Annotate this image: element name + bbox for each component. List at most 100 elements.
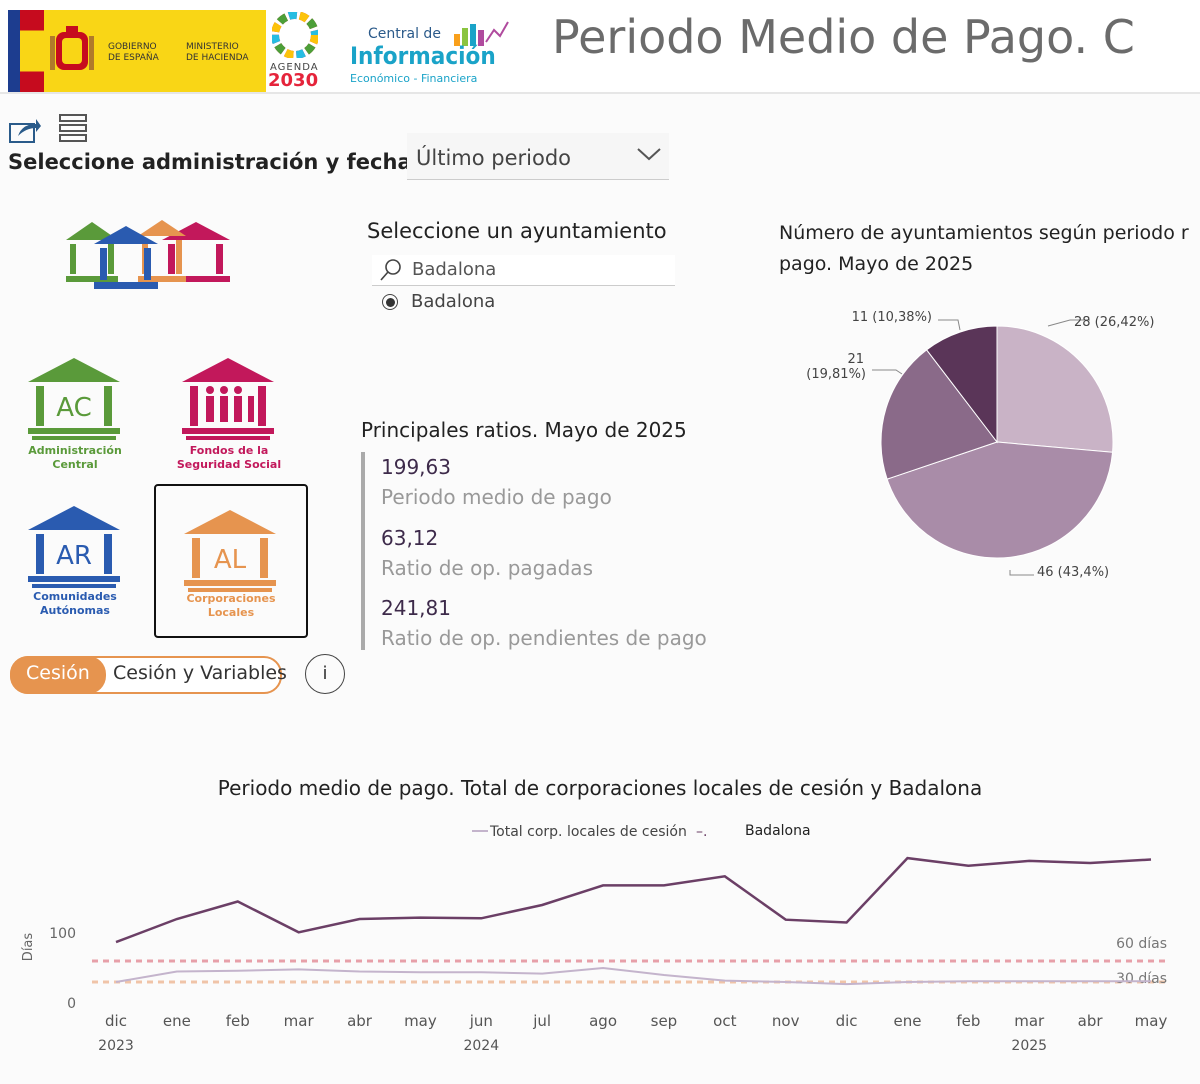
- toggle-cesion-option[interactable]: [10, 656, 106, 694]
- pie-leader-line: [872, 369, 903, 375]
- line-chart-title: Periodo medio de pago. Total de corporac…: [217, 776, 983, 800]
- radio-option-label[interactable]: Badalona: [411, 291, 496, 312]
- period-value: Último periodo: [416, 146, 571, 170]
- select-admin-title: Seleccione administración y fecha: [8, 150, 412, 174]
- radio-selected-dot: [386, 298, 395, 307]
- legend-label-total: Total corp. locales de cesión: [489, 824, 687, 840]
- pie-chart: 28 (26,42%) 46 (43,4%) 21(19,81%) 11 (10,38…: [806, 310, 1154, 580]
- pie-slice: [880, 349, 998, 480]
- administrations-logo-icon: [66, 220, 230, 289]
- toggle-cesion-label: Cesión: [26, 662, 90, 684]
- y-axis-label: Días: [21, 933, 36, 962]
- ratio-value-pmp: 199,63: [381, 455, 451, 479]
- bar-chart-logo-icon: [454, 21, 509, 46]
- x-tick-label: may: [1135, 1012, 1168, 1030]
- x-tick-label: sep: [651, 1012, 678, 1030]
- card-label-al: Corporaciones Locales: [186, 592, 276, 619]
- series-line-total: [115, 966, 1151, 986]
- pie-leader-line: [938, 319, 961, 331]
- y-tick-label: 100: [49, 926, 76, 942]
- ratio-label-pendientes: Ratio de op. pendientes de pago: [381, 626, 707, 650]
- x-tick-label: ene: [163, 1012, 191, 1030]
- reference-line-label: 60 días: [1116, 936, 1167, 952]
- pie-slice: [996, 325, 1114, 453]
- pie-leader-line: [1047, 319, 1090, 327]
- cie-info-text: Información: [350, 42, 496, 70]
- gov-text-1: GOBIERNO DE ESPAÑA: [108, 42, 159, 63]
- gov-text-2: MINISTERIO DE HACIENDA: [186, 42, 249, 63]
- svg-text:AL: AL: [214, 545, 247, 575]
- x-tick-label: ene: [893, 1012, 921, 1030]
- legend-separator: –.: [696, 824, 707, 840]
- pie-slice: [886, 441, 1114, 559]
- table-view-icon[interactable]: [58, 113, 88, 145]
- x-tick-label: feb: [956, 1012, 980, 1030]
- y-tick-label: 0: [67, 996, 76, 1012]
- pie-label-46: 46 (43,4%): [1037, 565, 1109, 580]
- pie-slice: [925, 325, 998, 444]
- reference-line-label: 30 días: [1116, 971, 1167, 987]
- x-year-label: 2024: [463, 1038, 499, 1054]
- share-icon[interactable]: [8, 116, 42, 144]
- pie-label-28: 28 (26,42%): [1074, 315, 1154, 330]
- building-ar-icon: AR: [28, 506, 120, 588]
- card-corporaciones-locales[interactable]: AL Corporaciones Locales: [154, 484, 308, 638]
- ratio-label-pagadas: Ratio de op. pagadas: [381, 556, 593, 580]
- x-tick-label: ago: [589, 1012, 617, 1030]
- pie-label-21-pct: (19,81%): [806, 367, 866, 382]
- page-title: Periodo Medio de Pago. C: [552, 10, 1135, 64]
- period-dropdown[interactable]: [407, 133, 669, 180]
- radio-button[interactable]: [382, 294, 398, 310]
- pie-label-11: 11 (10,38%): [852, 310, 932, 325]
- chevron-down-icon[interactable]: [636, 146, 662, 162]
- line-chart: 60 días 30 días 0 100 Días dic ene feb mar abr may…: [21, 856, 1168, 1054]
- slicer-title: Seleccione un ayuntamiento: [367, 219, 667, 243]
- cie-sub-text: Económico - Financiera: [350, 72, 478, 85]
- x-tick-label: nov: [772, 1012, 800, 1030]
- search-value: Badalona: [412, 259, 497, 280]
- x-tick-label: abr: [347, 1012, 373, 1030]
- x-tick-label: feb: [226, 1012, 250, 1030]
- x-tick-label: dic: [836, 1012, 858, 1030]
- ratios-divider: [361, 452, 365, 650]
- agenda-2030-wheel-icon: [272, 12, 318, 58]
- legend-label-badalona: Badalona: [745, 823, 811, 839]
- x-tick-label: abr: [1078, 1012, 1104, 1030]
- x-tick-label: jun: [469, 1012, 493, 1030]
- ratio-value-pendientes: 241,81: [381, 596, 451, 620]
- pie-leader-line: [1009, 570, 1034, 576]
- x-tick-label: may: [404, 1012, 437, 1030]
- building-ac-icon: AC: [28, 358, 120, 440]
- ratios-title: Principales ratios. Mayo de 2025: [361, 418, 687, 442]
- card-label-fss: Fondos de la Seguridad Social: [176, 444, 282, 471]
- card-label-ar: Comunidades Autónomas: [33, 590, 117, 617]
- x-tick-label: mar: [1014, 1012, 1045, 1030]
- cie-central-text: Central de: [368, 26, 441, 42]
- ratio-value-pagadas: 63,12: [381, 526, 439, 550]
- eu-flag-icon: [8, 10, 20, 92]
- x-year-label: 2025: [1011, 1038, 1047, 1054]
- x-year-label: 2023: [98, 1038, 134, 1054]
- building-al-icon: AL: [184, 510, 276, 592]
- building-fss-icon: [182, 358, 274, 440]
- agenda-year: 2030: [268, 70, 319, 91]
- search-icon: [380, 259, 401, 281]
- x-tick-label: dic: [105, 1012, 127, 1030]
- svg-text:AR: AR: [56, 541, 92, 571]
- x-tick-label: jul: [532, 1012, 551, 1030]
- card-administracion-central[interactable]: AC Administración Central: [0, 356, 150, 506]
- series-line-badalona: [115, 856, 1152, 944]
- info-button[interactable]: i: [305, 654, 345, 694]
- card-comunidades-autonomas[interactable]: AR Comunidades Autónomas: [0, 504, 150, 654]
- x-tick-label: oct: [713, 1012, 736, 1030]
- card-fondos-seguridad-social[interactable]: Fondos de la Seguridad Social: [154, 356, 304, 506]
- coat-of-arms-icon: [50, 26, 94, 70]
- agenda-label: AGENDA: [270, 62, 319, 73]
- line-chart-legend: Total corp. locales de cesión –. Badalon…: [472, 823, 811, 840]
- pie-label-21: 21: [847, 352, 864, 367]
- toggle-cesion-variables-label[interactable]: Cesión y Variables: [113, 662, 287, 684]
- x-tick-label: mar: [284, 1012, 315, 1030]
- card-label-ac: Administración Central: [28, 444, 122, 471]
- ayuntamiento-search-input[interactable]: [372, 255, 675, 286]
